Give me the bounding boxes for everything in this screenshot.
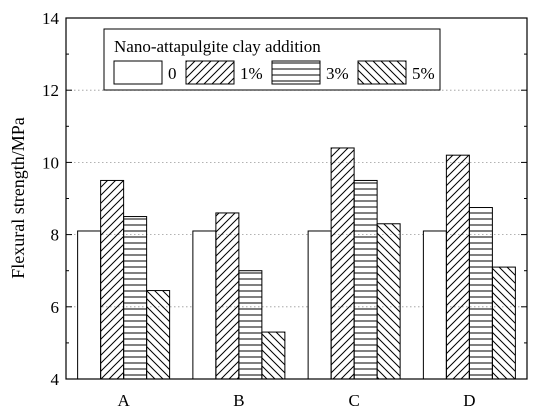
y-tick-label: 8 xyxy=(51,226,60,245)
y-tick-label: 10 xyxy=(42,153,59,172)
legend-entry-label: 3% xyxy=(326,64,349,83)
x-axis-ticks: A B C D xyxy=(117,373,476,410)
legend-entry-label: 1% xyxy=(240,64,263,83)
bar-D-3% xyxy=(468,207,493,380)
legend-swatch xyxy=(113,60,163,85)
legend-title: Nano-attapulgite clay addition xyxy=(114,37,321,56)
bar-B-0 xyxy=(192,230,217,380)
legend-swatch xyxy=(271,60,321,85)
legend-entry-label: 5% xyxy=(412,64,435,83)
legend-swatch xyxy=(357,60,407,85)
legend-swatch xyxy=(185,60,235,85)
x-tick-label: C xyxy=(348,391,359,410)
bar-C-1% xyxy=(330,147,355,380)
bar-D-1% xyxy=(445,154,470,380)
legend-entry-label: 0 xyxy=(168,64,177,83)
bar-D-0 xyxy=(422,230,447,380)
x-tick-label: B xyxy=(233,391,244,410)
y-tick-label: 4 xyxy=(51,370,60,389)
x-tick-label: A xyxy=(117,391,130,410)
y-axis-ticks: 4 6 8 10 12 14 xyxy=(42,9,527,389)
bar-A-1% xyxy=(100,179,125,380)
bar-C-5% xyxy=(376,223,401,380)
bar-B-3% xyxy=(238,270,263,380)
bar-A-5% xyxy=(146,290,171,380)
bar-B-1% xyxy=(215,212,240,380)
x-tick-label: D xyxy=(463,391,475,410)
bar-D-5% xyxy=(491,266,516,380)
y-tick-label: 12 xyxy=(42,81,59,100)
bar-C-0 xyxy=(307,230,332,380)
bar-A-3% xyxy=(123,216,148,380)
y-axis-label: Flexural strength/MPa xyxy=(8,117,28,278)
bars xyxy=(77,147,516,380)
bar-C-3% xyxy=(353,179,378,380)
y-tick-label: 6 xyxy=(51,298,60,317)
bar-B-5% xyxy=(261,331,286,380)
bar-A-0 xyxy=(77,230,102,380)
legend: Nano-attapulgite clay addition 0 1% 3% 5% xyxy=(103,28,441,91)
y-tick-label: 14 xyxy=(42,9,60,28)
